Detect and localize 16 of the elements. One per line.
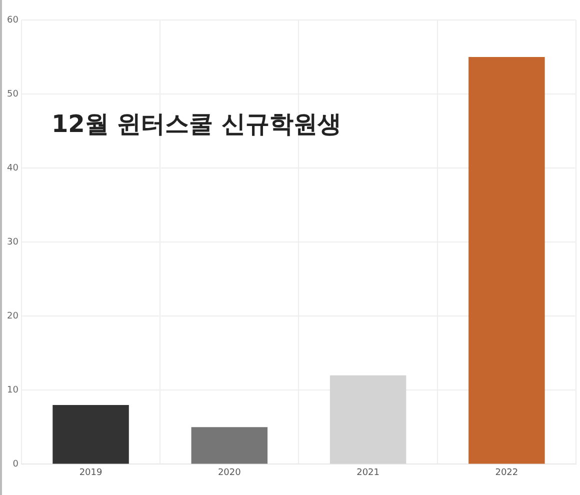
y-tick-label: 0 <box>12 460 19 470</box>
x-tick-label: 2020 <box>218 468 242 478</box>
y-tick-label: 30 <box>7 237 19 248</box>
x-tick-label: 2022 <box>495 468 518 478</box>
text: 12월 윈터스쿨 신규학원생 <box>51 110 342 138</box>
x-tick-label: 2021 <box>356 468 380 478</box>
bar <box>52 404 129 464</box>
y-tick-label: 40 <box>7 163 19 174</box>
x-tick-label: 2019 <box>79 468 102 478</box>
bar <box>330 375 406 464</box>
y-tick-label: 10 <box>7 386 19 396</box>
y-tick-label: 60 <box>7 15 19 26</box>
bar <box>191 427 268 464</box>
y-tick-label: 50 <box>7 89 19 100</box>
bar <box>468 57 545 464</box>
y-tick-label: 20 <box>7 311 19 322</box>
